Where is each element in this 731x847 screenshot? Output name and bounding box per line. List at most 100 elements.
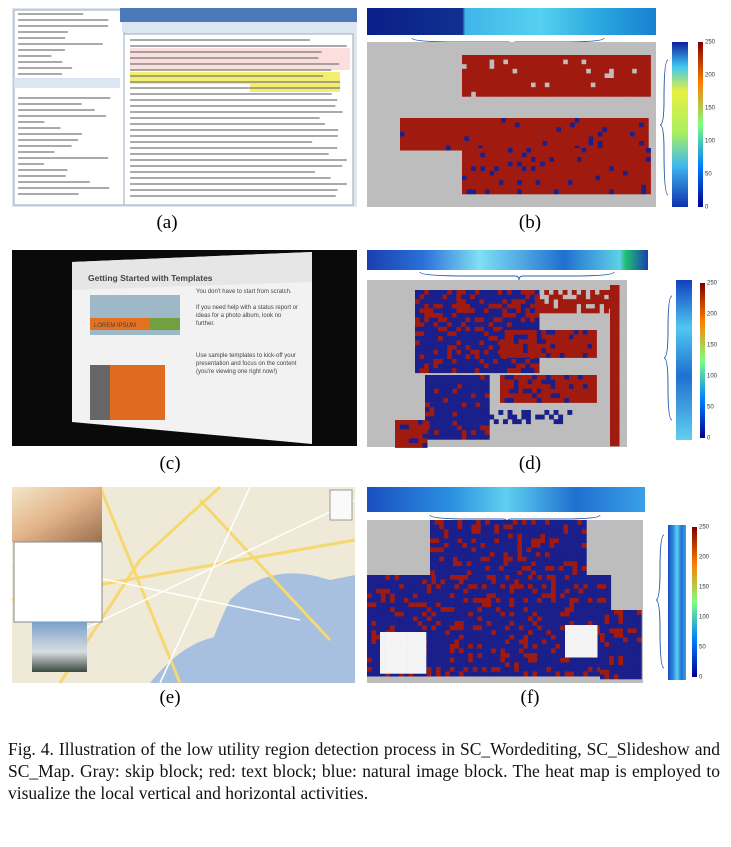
- block: [438, 384, 444, 390]
- block: [592, 393, 597, 399]
- block: [403, 588, 409, 594]
- block: [408, 579, 414, 585]
- block: [475, 411, 481, 417]
- block: [399, 671, 405, 677]
- block: [565, 131, 571, 137]
- block: [508, 543, 514, 548]
- block: [438, 411, 444, 417]
- block: [564, 607, 570, 613]
- block: [595, 68, 601, 74]
- block: [579, 122, 585, 128]
- block: [535, 78, 541, 83]
- block: [618, 610, 624, 615]
- block: [546, 616, 552, 622]
- block: [517, 55, 523, 60]
- block: [546, 379, 551, 385]
- block: [451, 336, 457, 341]
- block: [516, 368, 522, 374]
- block: [485, 73, 490, 79]
- block: [554, 91, 559, 97]
- block: [604, 78, 610, 83]
- block: [554, 529, 560, 535]
- block: [471, 388, 476, 394]
- block: [544, 64, 550, 70]
- block: [570, 118, 576, 123]
- block: [487, 141, 493, 146]
- block: [592, 330, 597, 335]
- block: [601, 575, 607, 580]
- block: [578, 334, 584, 340]
- block: [632, 166, 638, 172]
- block: [422, 616, 428, 622]
- block: [610, 400, 615, 405]
- block: [544, 55, 550, 60]
- block: [577, 529, 583, 535]
- block: [532, 625, 538, 631]
- block: [569, 334, 574, 340]
- block: [597, 127, 603, 133]
- colorbar-tick-label: 50: [705, 172, 712, 178]
- block: [390, 588, 395, 594]
- block: [610, 298, 615, 304]
- block: [636, 175, 642, 181]
- block: [623, 637, 628, 643]
- block: [390, 602, 395, 608]
- block: [508, 529, 514, 535]
- block: [614, 386, 620, 392]
- block: [568, 524, 573, 530]
- block: [404, 136, 410, 142]
- block: [457, 375, 463, 380]
- block: [440, 611, 446, 617]
- block: [521, 152, 527, 158]
- block: [403, 621, 409, 626]
- block: [488, 303, 494, 309]
- block: [583, 602, 589, 608]
- block: [485, 524, 491, 530]
- block: [489, 161, 495, 167]
- block: [474, 290, 480, 295]
- block: [407, 645, 413, 651]
- block: [614, 418, 620, 424]
- block: [526, 529, 532, 535]
- block: [581, 538, 587, 544]
- block: [610, 441, 615, 447]
- colorbar-tick-label: 200: [707, 312, 718, 318]
- block: [562, 290, 568, 295]
- block: [459, 118, 465, 123]
- block: [520, 294, 526, 300]
- block: [423, 122, 428, 128]
- block: [590, 290, 596, 295]
- block: [427, 131, 433, 137]
- block: [449, 588, 455, 594]
- block: [563, 171, 569, 176]
- block: [507, 414, 513, 420]
- block: [577, 64, 582, 70]
- block: [480, 538, 486, 544]
- block: [520, 326, 526, 332]
- block: [442, 308, 448, 314]
- block: [528, 667, 533, 672]
- block: [558, 175, 564, 181]
- block: [499, 538, 504, 544]
- block: [546, 662, 552, 668]
- block: [419, 303, 425, 309]
- block: [574, 607, 579, 613]
- block: [399, 443, 405, 448]
- block: [569, 602, 575, 608]
- block: [446, 131, 451, 137]
- block: [408, 671, 414, 677]
- block: [547, 131, 553, 137]
- block: [486, 653, 492, 659]
- block: [528, 131, 534, 137]
- block: [434, 570, 440, 576]
- block: [509, 639, 515, 645]
- block: [403, 625, 409, 631]
- block: [438, 299, 443, 305]
- block: [574, 131, 580, 137]
- block: [486, 588, 492, 594]
- block: [537, 611, 543, 617]
- block: [512, 152, 518, 158]
- block: [587, 388, 593, 394]
- block: [641, 91, 647, 97]
- block: [485, 556, 491, 562]
